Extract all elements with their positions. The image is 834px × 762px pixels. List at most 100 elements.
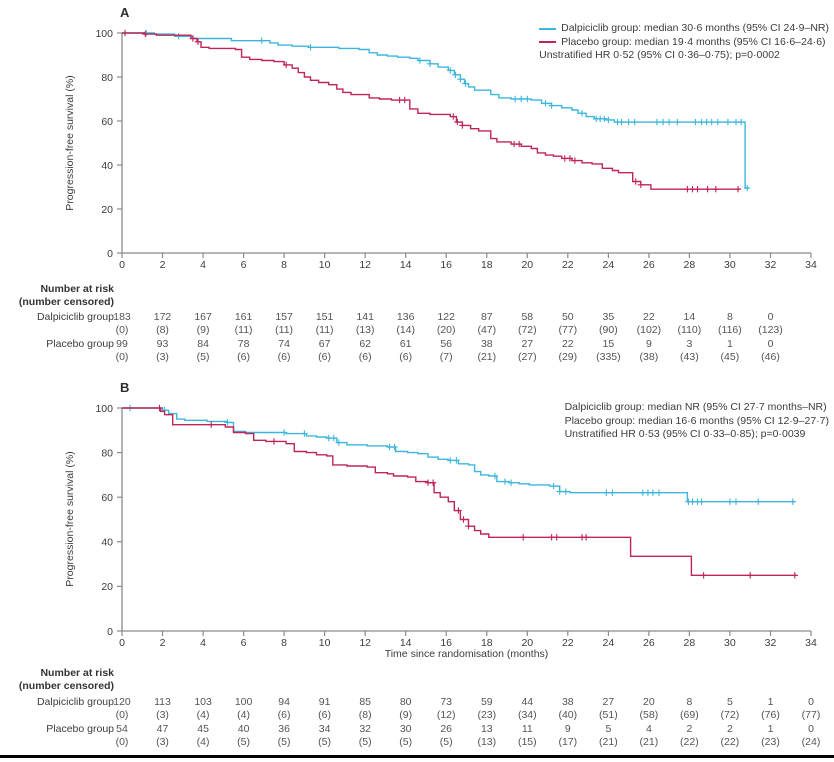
y-tick-label: 0 — [107, 626, 113, 638]
risk-censored: (15) — [517, 736, 537, 748]
risk-censored: (4) — [196, 709, 210, 721]
censor-mark — [747, 572, 754, 579]
censor-mark — [553, 534, 560, 541]
censor-mark — [455, 507, 462, 514]
risk-censored: (90) — [599, 324, 618, 336]
x-tick-label: 28 — [684, 259, 696, 271]
censor-mark — [156, 404, 163, 412]
censor-mark — [501, 478, 509, 485]
y-tick-label: 80 — [101, 72, 113, 84]
risk-count: 103 — [194, 696, 212, 708]
x-tick-label: 18 — [481, 259, 493, 271]
risk-count: 20 — [643, 696, 655, 708]
risk-censored: (9) — [399, 709, 413, 721]
censor-mark — [462, 80, 469, 87]
risk-censored: (5) — [318, 736, 332, 748]
censor-mark — [465, 523, 472, 530]
censor-mark — [734, 186, 742, 193]
risk-censored: (4) — [237, 709, 251, 721]
censor-mark — [605, 116, 612, 124]
risk-count: 5 — [726, 696, 733, 708]
x-tick-label: 14 — [400, 259, 412, 271]
censor-mark — [708, 118, 715, 126]
risk-censored: (6) — [318, 351, 332, 363]
risk-count: 38 — [561, 696, 574, 708]
risk-censored: (9) — [196, 324, 210, 336]
censor-mark — [571, 157, 579, 164]
x-tick-label: 26 — [643, 637, 655, 649]
censor-mark — [704, 186, 711, 193]
risk-count: 5 — [605, 723, 612, 735]
censor-mark — [121, 29, 129, 37]
x-tick-label: 24 — [603, 259, 615, 271]
censor-mark — [189, 35, 197, 42]
censor-mark — [737, 118, 745, 126]
risk-censored: (102) — [636, 324, 662, 336]
x-tick-label: 8 — [281, 637, 287, 649]
risk-censored: (22) — [720, 736, 740, 748]
risk-censored: (11) — [275, 324, 294, 336]
risk-count: 1 — [767, 723, 774, 735]
risk-censored: (11) — [234, 324, 253, 336]
risk-count: 27 — [521, 338, 534, 350]
censor-mark — [700, 572, 707, 579]
legend-item: Dalpiciclib group: median NR (95% CI 27·… — [565, 401, 829, 415]
risk-count: 122 — [437, 311, 455, 323]
risk-count: 67 — [318, 338, 331, 350]
x-tick-label: 14 — [400, 637, 412, 649]
risk-count: 15 — [602, 338, 615, 350]
risk-row-label: Dalpiciclib group — [36, 311, 114, 323]
risk-censored: (12) — [436, 709, 456, 721]
risk-censored: (13) — [355, 324, 375, 336]
legend-item: Dalpiciclib group: median 30·6 months (9… — [539, 22, 829, 36]
risk-censored: (23) — [761, 736, 780, 748]
x-tick-label: 8 — [281, 259, 287, 271]
censor-mark — [507, 479, 515, 486]
x-tick-label: 34 — [805, 637, 817, 649]
risk-censored: (3) — [156, 351, 169, 363]
dalpiciclib-line-swatch-icon — [539, 27, 557, 30]
risk-censored: (11) — [315, 324, 334, 336]
censor-mark — [625, 118, 632, 126]
survival-curve-placebo-group — [122, 407, 797, 576]
panel-a-label: A — [120, 5, 130, 20]
risk-censored: (21) — [477, 351, 497, 363]
censor-mark — [454, 118, 461, 126]
figure-bottom-rule — [0, 755, 834, 758]
x-tick-label: 2 — [160, 259, 166, 271]
censor-mark — [511, 95, 519, 103]
censor-mark — [649, 489, 657, 496]
censor-mark — [692, 118, 699, 126]
risk-censored: (45) — [720, 351, 740, 363]
censor-mark — [542, 100, 549, 107]
x-tick-label: 22 — [562, 259, 574, 271]
risk-censored: (0) — [115, 324, 129, 336]
risk-count: 157 — [275, 311, 293, 323]
risk-censored: (24) — [801, 736, 821, 748]
risk-censored: (17) — [558, 736, 578, 748]
risk-count: 80 — [399, 696, 412, 708]
risk-censored: (77) — [558, 324, 578, 336]
censor-mark — [453, 457, 460, 464]
censor-mark — [457, 76, 464, 83]
censor-mark — [429, 479, 437, 486]
censor-mark — [744, 184, 751, 192]
risk-row-label: Dalpiciclib group — [36, 696, 114, 708]
y-tick-label: 20 — [101, 204, 113, 216]
x-tick-label: 4 — [200, 259, 206, 271]
risk-count: 62 — [359, 338, 372, 350]
censor-mark — [520, 534, 527, 541]
censor-mark — [712, 186, 719, 193]
risk-censored: (6) — [237, 351, 251, 363]
censor-mark — [416, 57, 424, 64]
censor-mark — [516, 140, 523, 148]
risk-count: 2 — [686, 723, 693, 735]
y-tick-label: 100 — [95, 28, 113, 40]
censor-mark — [637, 181, 644, 188]
x-tick-label: 22 — [562, 637, 574, 649]
risk-count: 136 — [396, 311, 415, 323]
risk-count: 94 — [278, 696, 290, 708]
legend-label: Dalpiciclib group: median 30·6 months (9… — [561, 22, 829, 34]
